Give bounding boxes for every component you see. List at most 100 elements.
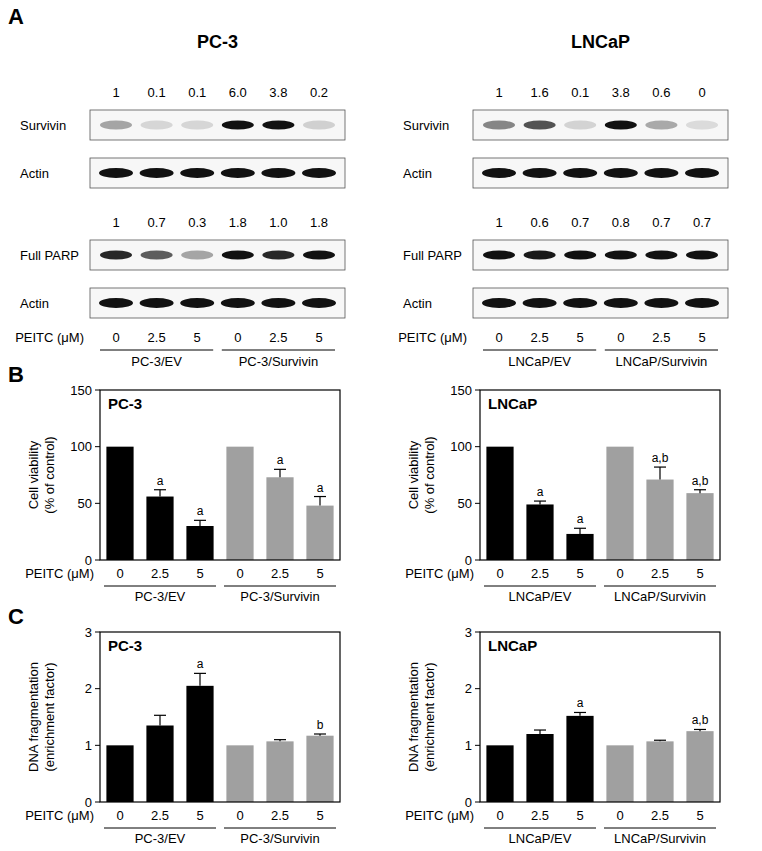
error-bar xyxy=(654,740,666,741)
bar xyxy=(686,493,713,560)
background xyxy=(0,0,762,851)
error-cap xyxy=(694,489,706,490)
group-line xyxy=(104,586,216,587)
error-bar xyxy=(274,740,286,742)
y-tick xyxy=(95,503,100,504)
band xyxy=(645,251,677,260)
protein-label: Actin xyxy=(403,296,432,311)
bar xyxy=(486,745,513,802)
error-bar xyxy=(534,730,546,734)
error-bar xyxy=(694,490,706,493)
bar xyxy=(646,480,673,560)
bars xyxy=(106,673,333,802)
bar-chart: BCell viability(% of control)050100150aa… xyxy=(8,362,340,604)
significance: a xyxy=(317,481,324,495)
band xyxy=(686,121,718,130)
error-bar xyxy=(274,469,286,477)
x-tick-label: 2.5 xyxy=(151,808,169,823)
y-label: (enrichment factor) xyxy=(42,662,57,771)
y-tick xyxy=(95,560,100,561)
group-line xyxy=(605,350,718,351)
y-tick-label: 100 xyxy=(450,439,472,454)
bars xyxy=(486,447,713,560)
y-tick-label: 2 xyxy=(465,681,472,696)
error-cap xyxy=(274,739,286,740)
group-label: LNCaP/Survivin xyxy=(616,354,708,369)
dose-label: 0 xyxy=(617,330,624,345)
error-cap xyxy=(694,729,706,730)
error-bar xyxy=(154,715,166,725)
error-cap xyxy=(154,715,166,716)
loading-band xyxy=(302,168,336,178)
blot-frame xyxy=(90,158,345,188)
loading-band xyxy=(261,168,295,178)
x-tick-label: 0 xyxy=(236,808,243,823)
significance: a xyxy=(537,485,544,499)
group-label: LNCaP/EV xyxy=(508,354,571,369)
group-line xyxy=(604,828,716,829)
bar xyxy=(146,497,173,560)
x-tick-label: 0 xyxy=(616,566,623,581)
error-line xyxy=(579,528,580,534)
loading-band xyxy=(221,298,255,308)
x-tick-label: 2.5 xyxy=(151,566,169,581)
protein-label: Actin xyxy=(20,166,49,181)
band xyxy=(564,121,596,130)
quant-value: 0.7 xyxy=(693,215,711,230)
loading-band xyxy=(261,298,295,308)
group-label: LNCaP/Survivin xyxy=(614,831,706,846)
plot-frame xyxy=(100,632,340,802)
bar xyxy=(526,734,553,802)
blot-frame xyxy=(90,288,345,318)
loading-band xyxy=(99,298,133,308)
dose-label: 0 xyxy=(234,330,241,345)
quant-value: 1.0 xyxy=(269,215,287,230)
chart-title: PC-3 xyxy=(108,395,142,412)
error-cap xyxy=(194,520,206,521)
dose-label: 2.5 xyxy=(652,330,670,345)
band xyxy=(303,121,335,130)
loading-band xyxy=(140,168,174,178)
bars xyxy=(486,712,713,802)
group-line xyxy=(104,828,216,829)
bar-chart: CDNA fragmentation(enrichment factor)012… xyxy=(8,604,340,846)
significance: a xyxy=(197,657,204,671)
bar xyxy=(686,731,713,802)
significance: a xyxy=(157,474,164,488)
error-cap xyxy=(314,496,326,497)
loading-band xyxy=(482,298,516,308)
loading-band xyxy=(604,298,638,308)
error-bar xyxy=(574,528,586,534)
error-line xyxy=(159,490,160,497)
bar xyxy=(106,745,133,802)
x-tick-label: 0 xyxy=(616,808,623,823)
y-tick-label: 100 xyxy=(70,439,92,454)
x-tick-label: 2.5 xyxy=(271,808,289,823)
quant-value: 0.2 xyxy=(310,85,328,100)
y-label: Cell viability xyxy=(406,440,421,509)
quant-value: 3.8 xyxy=(269,85,287,100)
band xyxy=(605,121,637,130)
x-label: PEITC (μM) xyxy=(25,566,94,581)
error-line xyxy=(279,469,280,477)
loading-band xyxy=(221,168,255,178)
error-cap xyxy=(274,469,286,470)
y-tick xyxy=(95,688,100,689)
band xyxy=(141,121,173,130)
figure: APC-310.10.16.03.80.2SurvivinActin10.70.… xyxy=(0,0,762,851)
x-tick-label: 2.5 xyxy=(651,566,669,581)
bar xyxy=(606,745,633,802)
band xyxy=(605,251,637,260)
quant-value: 0.1 xyxy=(571,85,589,100)
x-tick-label: 0 xyxy=(116,808,123,823)
loading-band xyxy=(563,168,597,178)
group-label: PC-3/Survivin xyxy=(240,589,319,604)
dose-label: 0 xyxy=(495,330,502,345)
protein-label: Full PARP xyxy=(403,248,462,263)
quant-value: 0.7 xyxy=(148,215,166,230)
quant-value: 1 xyxy=(495,215,502,230)
protein-label: Actin xyxy=(20,296,49,311)
group-label: PC-3/EV xyxy=(131,354,182,369)
x-tick-label: 0 xyxy=(496,566,503,581)
group-line xyxy=(483,350,596,351)
